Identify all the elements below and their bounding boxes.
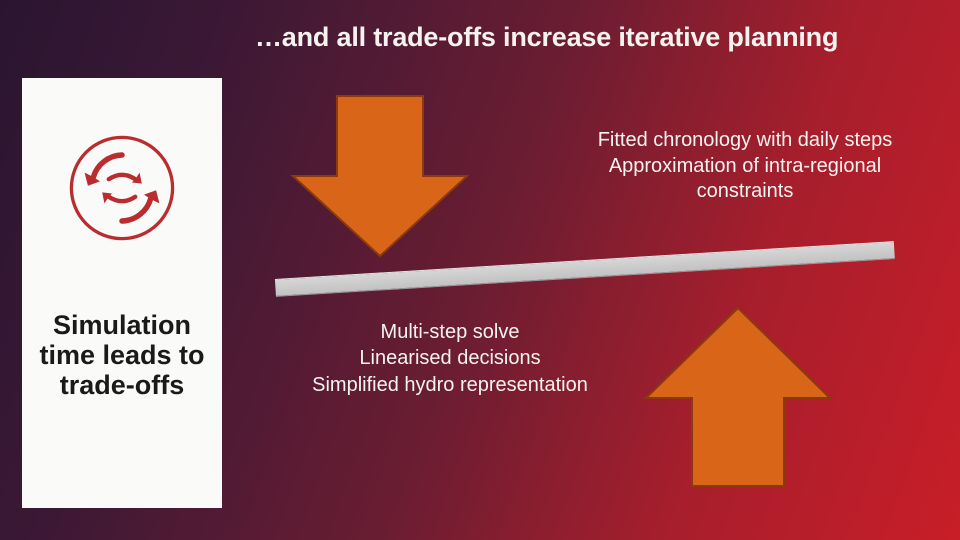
left-panel: Simulation time leads to trade-offs (22, 78, 222, 508)
slide-title: …and all trade-offs increase iterative p… (255, 22, 935, 53)
lower-line-3: Simplified hydro representation (310, 373, 590, 397)
upper-line-2: Approximation of intra-regional constrai… (560, 154, 930, 203)
left-heading: Simulation time leads to trade-offs (22, 310, 222, 401)
arrow-down-icon (285, 92, 475, 260)
lower-line-2: Linearised decisions (310, 346, 590, 370)
lower-bullets: Multi-step solve Linearised decisions Si… (310, 320, 590, 399)
lower-line-1: Multi-step solve (310, 320, 590, 344)
upper-line-1: Fitted chronology with daily steps (560, 128, 930, 152)
refresh-cycle-icon (8, 92, 236, 284)
arrow-up-icon (638, 302, 838, 490)
upper-bullets: Fitted chronology with daily steps Appro… (560, 128, 930, 205)
